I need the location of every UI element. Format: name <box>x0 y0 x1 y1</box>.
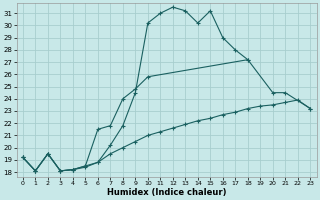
X-axis label: Humidex (Indice chaleur): Humidex (Indice chaleur) <box>107 188 226 197</box>
